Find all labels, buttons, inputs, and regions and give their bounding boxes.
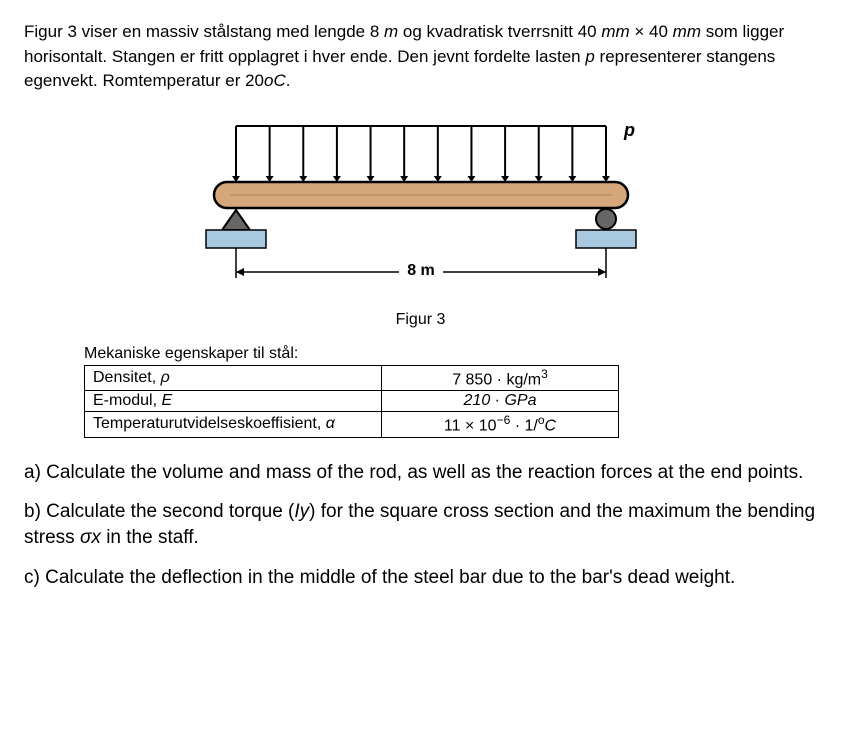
r1sup: 3: [541, 367, 548, 381]
qb-sx: σx: [80, 527, 101, 548]
r3l: Temperaturutvidelseskoeffisient,: [93, 415, 326, 432]
row3-value: 11 × 10−6 · 1/oC: [382, 412, 619, 437]
question-a: a) Calculate the volume and mass of the …: [24, 460, 817, 486]
intro-l1d: som ligger: [701, 22, 784, 41]
row1-value: 7 850 · kg/m3: [382, 365, 619, 390]
intro-l2a: horisontalt. Stangen er fritt opplagret …: [24, 47, 585, 66]
beam-diagram: p 8 m: [181, 112, 661, 302]
r1s: ρ: [161, 369, 170, 386]
qb-sym: Iy: [294, 501, 309, 522]
row1-label: Densitet, ρ: [85, 365, 382, 390]
intro-l3b: .: [286, 71, 291, 90]
table-row: Densitet, ρ 7 850 · kg/m3: [85, 365, 619, 390]
r2l: E-modul,: [93, 392, 161, 409]
table-row: Temperaturutvidelseskoeffisient, α 11 × …: [85, 412, 619, 437]
r1l: Densitet,: [93, 369, 161, 386]
sym-mm1: mm: [601, 22, 629, 41]
qb3: in the staff.: [101, 527, 199, 548]
intro-l3a: egenvekt. Romtemperatur er 20: [24, 71, 264, 90]
r3c: C: [545, 418, 557, 435]
r3sup: −6: [497, 413, 511, 427]
table-row: E-modul, E 210 · GPa: [85, 391, 619, 412]
intro-l2b: representerer stangens: [595, 47, 776, 66]
row2-value: 210 · GPa: [382, 391, 619, 412]
page: Figur 3 viser en massiv stålstang med le…: [0, 0, 841, 730]
intro-text: Figur 3 viser en massiv stålstang med le…: [24, 20, 817, 94]
sym-mm2: mm: [673, 22, 701, 41]
qb1: b) Calculate the second torque (: [24, 501, 294, 522]
question-b: b) Calculate the second torque (Iy) for …: [24, 499, 817, 550]
intro-l1b: og kvadratisk tverrsnitt 40: [398, 22, 601, 41]
sym-p: p: [585, 47, 594, 66]
sym-m: m: [384, 22, 398, 41]
r3v1: 11 × 10: [444, 418, 497, 435]
r3deg: o: [538, 413, 545, 427]
properties-table: Densitet, ρ 7 850 · kg/m3 E-modul, E 210…: [84, 365, 619, 438]
r2s: E: [161, 392, 172, 409]
questions: a) Calculate the volume and mass of the …: [24, 460, 817, 591]
r3s: α: [326, 415, 335, 432]
r2v: 210 · GPa: [464, 392, 537, 409]
intro-l1c: × 40: [630, 22, 673, 41]
svg-text:p: p: [623, 120, 635, 140]
sym-zeroC: oC: [264, 71, 286, 90]
intro-l1a: Figur 3 viser en massiv stålstang med le…: [24, 22, 384, 41]
figure-caption: Figur 3: [181, 311, 661, 329]
svg-text:8 m: 8 m: [407, 262, 435, 279]
table-intro: Mekaniske egenskaper til stål:: [84, 345, 817, 363]
figure-3: p 8 m Figur 3: [181, 112, 661, 329]
question-c: c) Calculate the deflection in the middl…: [24, 565, 817, 591]
r3v2: · 1/: [510, 418, 538, 435]
r1v: 7 850 · kg/m: [452, 371, 541, 388]
row2-label: E-modul, E: [85, 391, 382, 412]
row3-label: Temperaturutvidelseskoeffisient, α: [85, 412, 382, 437]
